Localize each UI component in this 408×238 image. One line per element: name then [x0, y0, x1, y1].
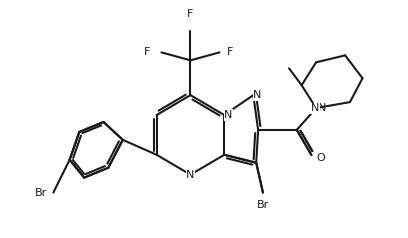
Text: N: N: [318, 103, 326, 113]
Text: Br: Br: [35, 188, 47, 198]
Text: F: F: [227, 47, 233, 57]
Text: N: N: [224, 110, 233, 120]
Text: Br: Br: [257, 199, 269, 209]
Text: F: F: [144, 47, 150, 57]
Text: N: N: [186, 170, 195, 180]
Text: N: N: [253, 90, 262, 100]
Text: N: N: [311, 103, 319, 113]
Text: F: F: [187, 9, 194, 19]
Text: O: O: [316, 153, 325, 163]
